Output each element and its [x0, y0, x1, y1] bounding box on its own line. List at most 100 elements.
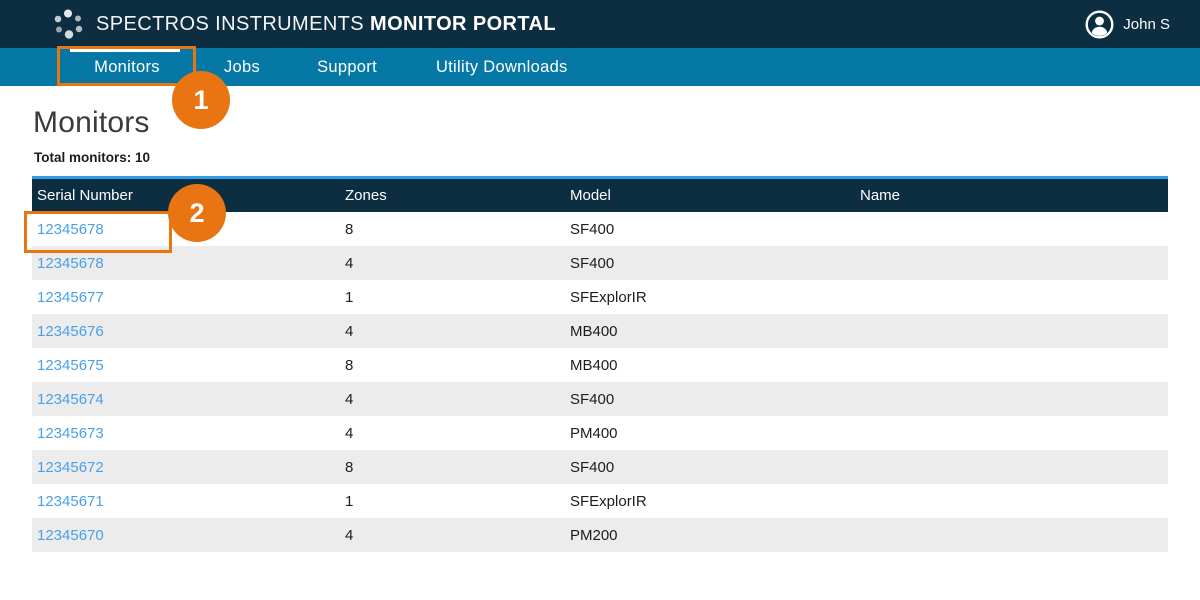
nav-item-label: Monitors: [94, 57, 160, 76]
serial-number-link-cell: 12345670: [32, 527, 340, 544]
nav-item-jobs[interactable]: Jobs: [222, 48, 262, 86]
nav-item-support[interactable]: Support: [315, 48, 379, 86]
zones-value-cell: 4: [340, 255, 565, 272]
user-menu[interactable]: John S: [1085, 9, 1170, 39]
serial-number-link[interactable]: 12345678: [37, 254, 104, 272]
model-value: SF400: [570, 220, 615, 238]
model-value: SF400: [570, 254, 615, 272]
model-value-cell: SF400: [565, 459, 855, 476]
model-value: SFExplorIR: [570, 492, 647, 510]
table-row: 12345676 4 MB400: [32, 314, 1168, 348]
serial-number-link-cell: 12345676: [32, 323, 340, 340]
user-name: John S: [1123, 15, 1170, 33]
model-value: PM400: [570, 424, 618, 442]
zones-value: 8: [345, 458, 354, 476]
annotation-box-serial-link: [24, 211, 172, 253]
active-tab-indicator: [70, 48, 180, 52]
table-row: 12345678 4 SF400: [32, 246, 1168, 280]
serial-number-link[interactable]: 12345676: [37, 322, 104, 340]
zones-value: 4: [345, 526, 354, 544]
model-value: SFExplorIR: [570, 288, 647, 306]
serial-number-link[interactable]: 12345674: [37, 390, 104, 408]
model-value-cell: SFExplorIR: [565, 493, 855, 510]
column-header-name: Name: [860, 187, 901, 204]
brand-title: SPECTROS INSTRUMENTS MONITOR PORTAL: [96, 13, 556, 36]
table-row: 12345670 4 PM200: [32, 518, 1168, 552]
zones-value: 4: [345, 322, 354, 340]
serial-number-link[interactable]: 12345671: [37, 492, 104, 510]
model-value-cell: PM200: [565, 527, 855, 544]
table-row: 12345675 8 MB400: [32, 348, 1168, 382]
zones-value-cell: 4: [340, 323, 565, 340]
table-row: 12345674 4 SF400: [32, 382, 1168, 416]
zones-value: 4: [345, 424, 354, 442]
serial-number-link[interactable]: 12345677: [37, 288, 104, 306]
model-value-cell: MB400: [565, 323, 855, 340]
table-body: 12345678 8 SF400 12345678 4 SF400 12345677 1 SFE…: [32, 212, 1168, 552]
nav-item-label: Utility Downloads: [435, 57, 568, 76]
model-value: SF400: [570, 458, 615, 476]
model-value-cell: SFExplorIR: [565, 289, 855, 306]
serial-number-link-cell: 12345674: [32, 391, 340, 408]
nav-item-label: Jobs: [224, 57, 261, 76]
serial-number-link[interactable]: 12345673: [37, 424, 104, 442]
zones-value: 8: [345, 220, 354, 238]
model-value: SF400: [570, 390, 615, 408]
table-row: 12345673 4 PM400: [32, 416, 1168, 450]
nav-item-utility-downloads[interactable]: Utility Downloads: [434, 48, 570, 86]
brand-bold: MONITOR PORTAL: [370, 12, 556, 35]
zones-value-cell: 1: [340, 493, 565, 510]
model-value: MB400: [570, 356, 618, 374]
zones-value: 4: [345, 254, 354, 272]
serial-number-link-cell: 12345677: [32, 289, 340, 306]
model-value: PM200: [570, 526, 618, 544]
zones-value-cell: 8: [340, 459, 565, 476]
annotation-step-1: 1: [172, 71, 230, 129]
serial-number-link-cell: 12345678: [32, 255, 340, 272]
brand-link[interactable]: SPECTROS INSTRUMENTS MONITOR PORTAL: [50, 7, 556, 41]
model-value-cell: SF400: [565, 255, 855, 272]
annotation-box-monitors-tab: [57, 46, 196, 86]
model-value: MB400: [570, 322, 618, 340]
logo-icon: [50, 7, 86, 41]
serial-number-link-cell: 12345678: [32, 221, 340, 238]
column-header-zones: Zones: [345, 187, 387, 204]
table-row: 12345672 8 SF400: [32, 450, 1168, 484]
nav-item-monitors[interactable]: Monitors: [58, 48, 196, 86]
table-row: 12345677 1 SFExplorIR: [32, 280, 1168, 314]
zones-value-cell: 4: [340, 391, 565, 408]
nav-item-label: Support: [317, 57, 377, 76]
model-value-cell: SF400: [565, 221, 855, 238]
serial-number-link-cell: 12345672: [32, 459, 340, 476]
zones-value-cell: 4: [340, 527, 565, 544]
serial-number-link-cell: 12345675: [32, 357, 340, 374]
model-value-cell: SF400: [565, 391, 855, 408]
zones-value: 8: [345, 356, 354, 374]
zones-value-cell: 8: [340, 357, 565, 374]
zones-value: 4: [345, 390, 354, 408]
annotation-step-2: 2: [168, 184, 226, 242]
zones-value-cell: 4: [340, 425, 565, 442]
column-header-model: Model: [570, 187, 611, 204]
column-header-serial-number: Serial Number: [37, 187, 133, 204]
table-row: 12345678 8 SF400: [32, 212, 1168, 246]
page-title: Monitors: [33, 106, 150, 139]
brand-primary: SPECTROS INSTRUMENTS: [96, 12, 365, 35]
table-row: 12345671 1 SFExplorIR: [32, 484, 1168, 518]
model-value-cell: PM400: [565, 425, 855, 442]
zones-value-cell: 1: [340, 289, 565, 306]
serial-number-link-cell: 12345673: [32, 425, 340, 442]
total-monitors-count: Total monitors: 10: [34, 150, 151, 165]
serial-number-link[interactable]: 12345670: [37, 526, 104, 544]
zones-value: 1: [345, 288, 354, 306]
app-header: SPECTROS INSTRUMENTS MONITOR PORTAL John …: [0, 0, 1200, 48]
serial-number-link[interactable]: 12345678: [37, 220, 104, 238]
zones-value: 1: [345, 492, 354, 510]
zones-value-cell: 8: [340, 221, 565, 238]
user-avatar-icon: [1085, 9, 1114, 39]
model-value-cell: MB400: [565, 357, 855, 374]
serial-number-link-cell: 12345671: [32, 493, 340, 510]
serial-number-link[interactable]: 12345675: [37, 356, 104, 374]
serial-number-link[interactable]: 12345672: [37, 458, 104, 476]
